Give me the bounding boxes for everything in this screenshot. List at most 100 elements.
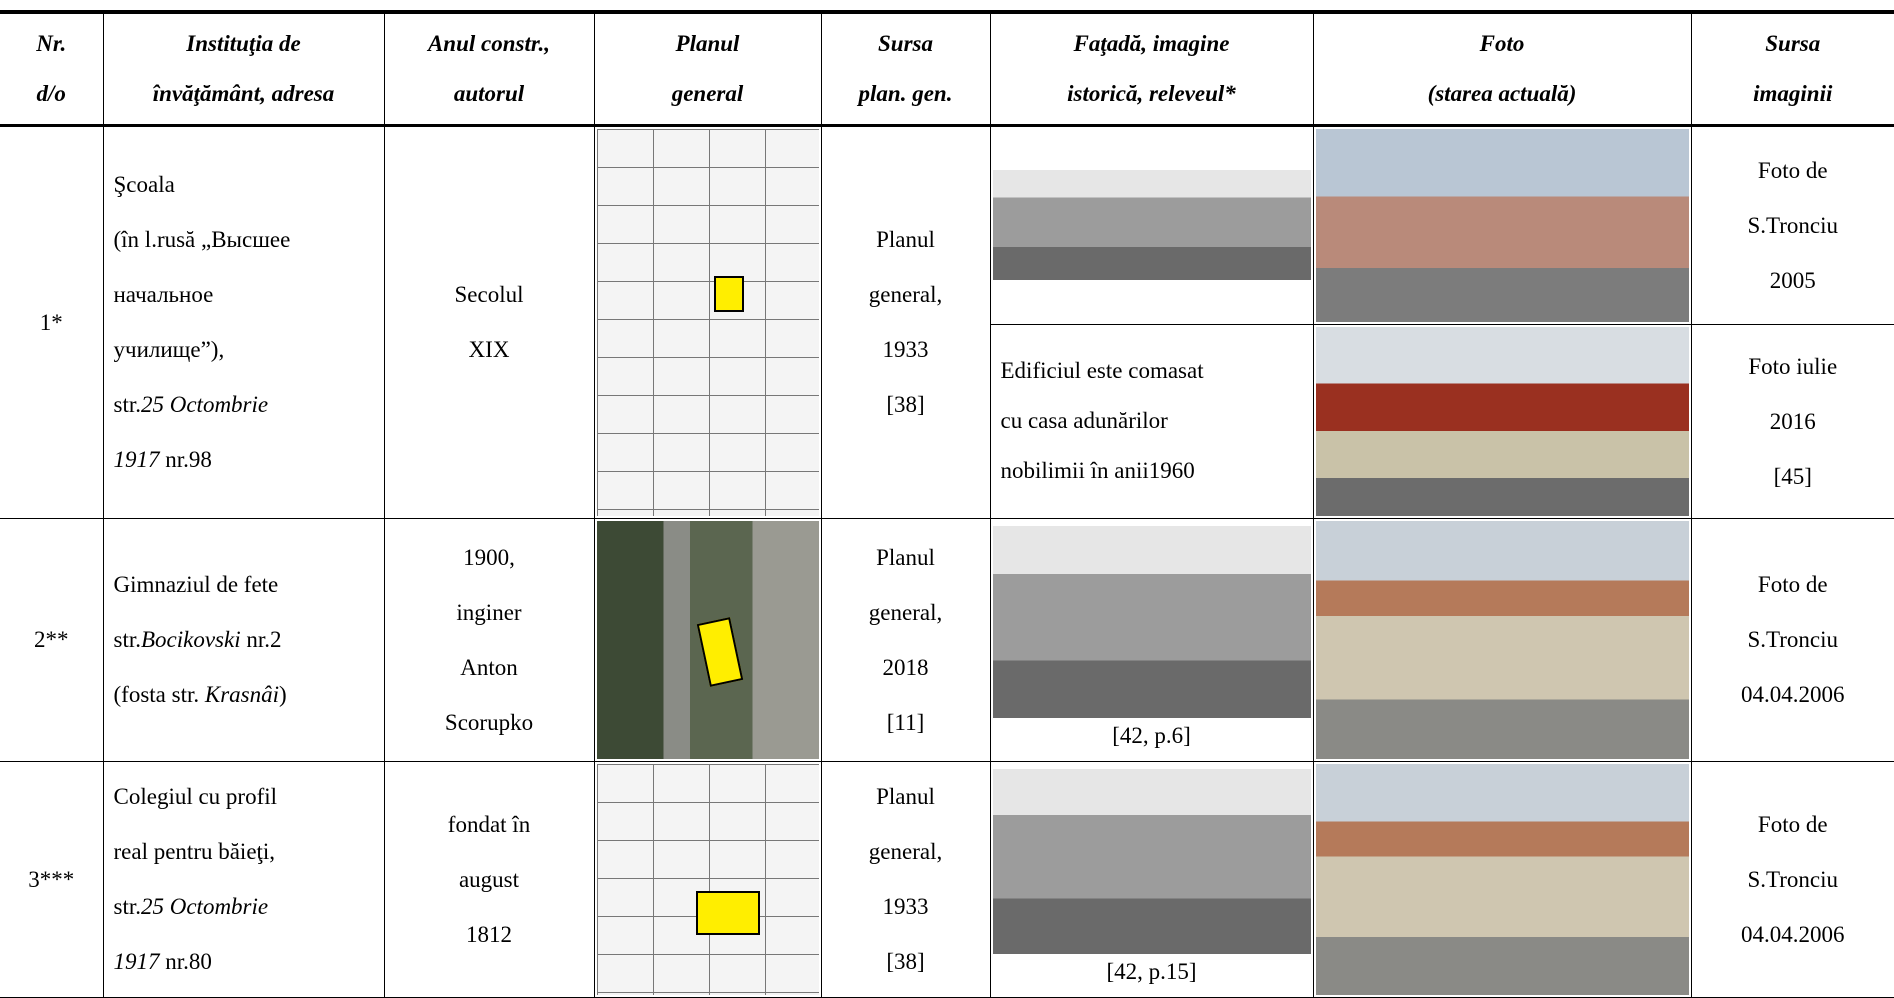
facade-note-cell: Edificiul este comasat cu casa adunărilor… [990,323,1314,519]
plan-map [596,128,819,516]
facade-drawing [992,170,1311,280]
text-line: 2016 [1698,394,1889,449]
text-line: S.Tronciu [1698,198,1889,253]
header-text: d/o [36,80,66,106]
nr-cell: 2** [0,517,104,762]
table-subrow: Edificiul este comasat cu casa adunărilor… [0,323,1894,519]
plan-cell [593,517,822,762]
text-run: nr.2 [240,627,282,652]
institution-cell: Gimnaziul de fete str.Bocikovski nr.2 (fos… [102,517,385,762]
table-row: 3*** Colegiul cu profil real pentru băieţi… [0,760,1894,998]
text-line: 2018 [828,640,984,695]
current-photo [1315,326,1689,516]
source-text: Planul [876,227,935,252]
text-run: Şcoala [113,172,175,197]
text-run: str. [113,392,141,417]
header-text: Sursa [1765,30,1821,56]
text-line: S.Tronciu [1698,852,1889,907]
facade-note-text: Edificiul este comasat [1000,358,1204,383]
text-line: 1933 [828,879,984,934]
text-line: str.25 Octombrie [114,879,378,934]
header-text: plan. gen. [858,80,953,106]
header-text: Anul constr., [427,30,551,56]
text-line: imaginii [1698,69,1889,119]
text-line: 2005 [1698,253,1889,308]
header-cell: Sursa plan. gen. [820,11,991,127]
caption: [42, p.15] [993,954,1311,990]
text-line: 1917 nr.80 [114,934,378,989]
text-line: Sursa [828,19,984,69]
photo-source-cell: Foto de S.Tronciu 2005 [1690,124,1894,325]
text-line: [45] [1698,449,1889,504]
text-run: nr.98 [159,447,212,472]
year-cell: Secolul XIX [383,124,595,519]
photo-source-text: S.Tronciu [1747,627,1839,652]
source-text: Planul [876,544,935,570]
current-photo [1315,763,1689,995]
table-body: Nr. d/o Instituţia de învăţământ, adresa Anu… [0,11,1894,998]
header-cell: Foto (starea actuală) [1312,11,1692,127]
text-line: Şcoala [114,157,378,212]
text-line: istorică, releveul* [997,69,1307,119]
year-text: Secolul [454,282,524,307]
year-text: inginer [456,599,522,625]
text-line: [11] [828,695,984,750]
text-line: d/o [6,69,97,119]
source-cell: Planul general, 2018 [11] [820,517,991,762]
header-cell: Sursa imaginii [1690,11,1894,127]
header-row: Nr. d/o Instituţia de învăţământ, adresa Anu… [0,11,1894,127]
italic-run: 25 Octombrie [140,894,269,919]
header-cell: Faţadă, imagine istorică, releveul* [989,11,1314,127]
source-text: [38] [886,392,925,417]
source-cell: Planul general, 1933 [38] [820,760,991,998]
header-text: istorică, releveul* [1067,80,1236,106]
text-line: 04.04.2006 [1698,907,1889,962]
text-line: 04.04.2006 [1698,667,1889,722]
text-line: (starea actuală) [1320,69,1685,119]
text-line: Foto de [1698,797,1889,852]
photo-cell [1312,124,1692,325]
photo-source-text: Foto iulie [1748,353,1838,379]
text-line: 1900, [391,530,588,585]
plan-cell [593,760,822,998]
text-run: real pentru băieţi, [113,839,276,864]
text-run: Colegiul cu profil [113,784,278,809]
text-line: Sursa [1698,19,1889,69]
highlight [714,275,745,312]
photo-source-text: S.Tronciu [1747,212,1839,238]
text-line: Anton [391,640,588,695]
heritage-table: Nr. d/o Instituţia de învăţământ, adresa Anu… [0,10,1894,998]
plan-satellite [596,520,819,759]
facade-note-text: nobilimii în anii1960 [1000,458,1195,483]
year-text: fondat în [447,811,531,837]
text-line: învăţământ, adresa [110,69,378,119]
highlight [696,617,744,688]
header-text: general [671,80,744,106]
text-line: Foto de [1698,143,1889,198]
text-run: (fosta str. [113,682,205,707]
header-cell: Instituţia de învăţământ, adresa [102,11,385,127]
text-line: inginer [391,585,588,640]
current-photo [1315,520,1689,759]
italic-run: Krasnâi [204,682,279,707]
text-run: str. [113,627,141,652]
photo-source-cell: Foto de S.Tronciu 04.04.2006 [1690,517,1894,762]
photo-cell [1312,517,1692,762]
text-line: general [601,69,815,119]
text-line: 1933 [828,322,984,377]
source-text: [11] [886,709,925,735]
table-row: 1* Şcoala (în l.rusă „Высшее начальное учили… [0,124,1894,519]
source-cell: Planul general, 1933 [38] [820,124,991,519]
text-line: Gimnaziul de fete [114,557,378,612]
text-line: nobilimii în anii1960 [1001,446,1307,496]
year-text: Anton [460,654,518,680]
text-line: Foto iulie [1698,339,1889,394]
photo-source-cell: Foto iulie 2016 [45] [1690,323,1894,519]
text-line: plan. gen. [828,69,984,119]
nr-cell: 1* [0,124,104,519]
plan-map [596,763,819,995]
photo-cell [1312,323,1692,519]
nr-text: 2** [34,627,69,652]
facade-cell: [42, p.15] [989,760,1314,998]
source-text: 2018 [882,654,929,680]
